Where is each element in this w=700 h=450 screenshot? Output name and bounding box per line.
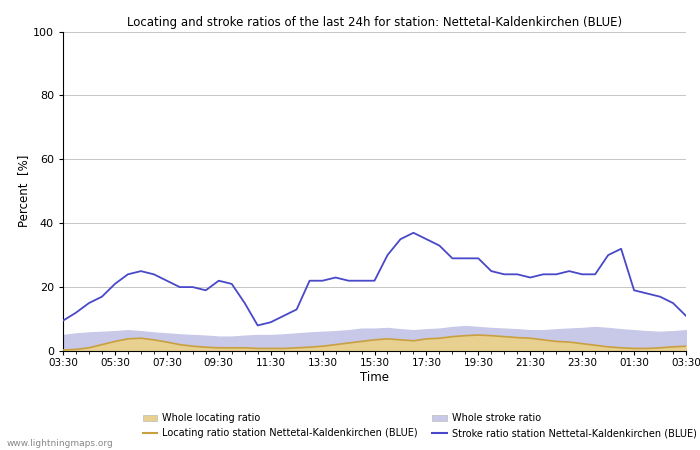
Legend: Whole locating ratio, Locating ratio station Nettetal-Kaldenkirchen (BLUE), Whol: Whole locating ratio, Locating ratio sta…: [143, 414, 696, 438]
Title: Locating and stroke ratios of the last 24h for station: Nettetal-Kaldenkirchen (: Locating and stroke ratios of the last 2…: [127, 16, 622, 29]
X-axis label: Time: Time: [360, 371, 389, 384]
Y-axis label: Percent  [%]: Percent [%]: [18, 155, 30, 227]
Text: www.lightningmaps.org: www.lightningmaps.org: [7, 439, 113, 448]
